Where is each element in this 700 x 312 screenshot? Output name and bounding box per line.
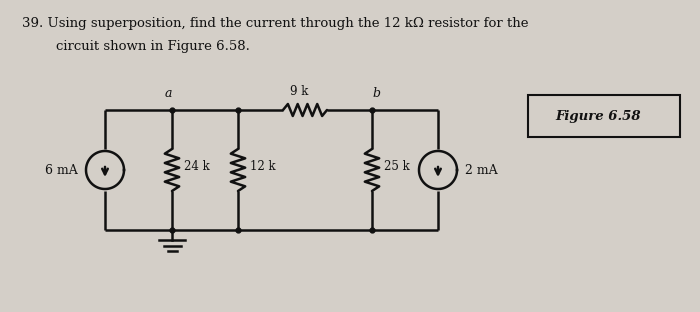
Text: 6 mA: 6 mA <box>46 163 78 177</box>
Text: 39. Using superposition, find the current through the 12 kΩ resistor for the: 39. Using superposition, find the curren… <box>22 17 528 30</box>
Bar <box>528 95 680 137</box>
Text: Figure 6.58: Figure 6.58 <box>555 110 640 123</box>
Text: b: b <box>372 87 380 100</box>
Text: 2 mA: 2 mA <box>465 163 498 177</box>
Text: 12 k: 12 k <box>250 159 276 173</box>
Text: 24 k: 24 k <box>184 159 210 173</box>
Text: 25 k: 25 k <box>384 159 409 173</box>
Text: 9 k: 9 k <box>290 85 308 98</box>
Text: a: a <box>164 87 172 100</box>
Text: circuit shown in Figure 6.58.: circuit shown in Figure 6.58. <box>22 40 250 53</box>
